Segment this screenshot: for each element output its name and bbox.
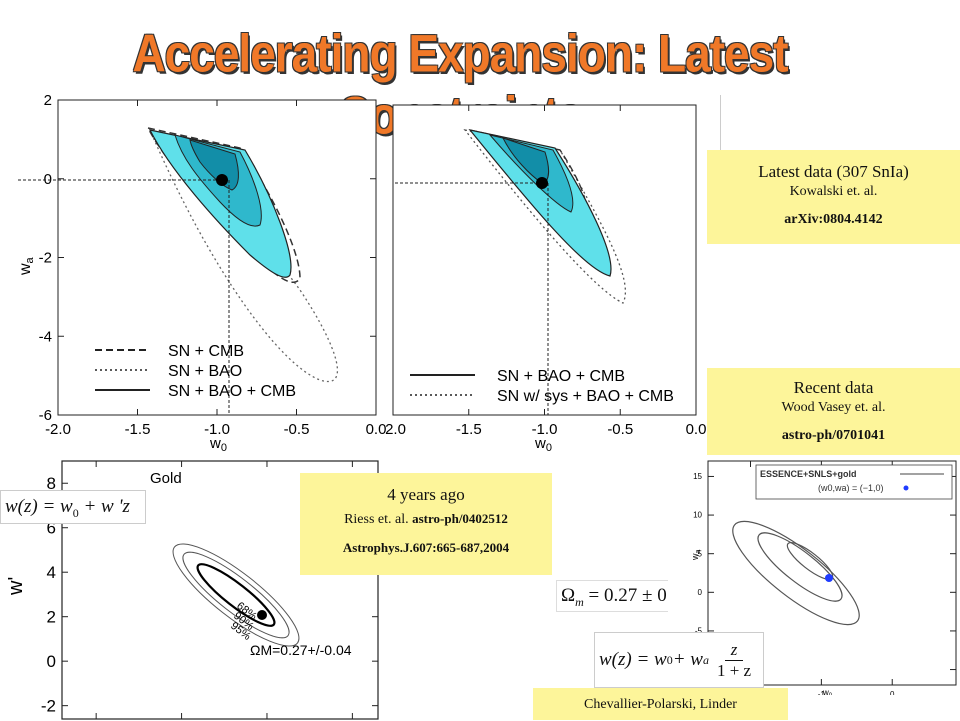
latest-data-authors: Kowalski et. al.: [789, 184, 878, 199]
plot-top-left: -2.0 -1.5 -1.0 -0.5 0.0 2 0 -2 -4 -6 SN + CMB SN …: [17, 92, 387, 454]
x-tick-label: 0: [890, 690, 895, 695]
cpl-sub0: 0: [666, 652, 673, 667]
y-tick-label: 0: [698, 588, 703, 597]
omega-annotation: ΩM=0.27+/-0.04: [250, 642, 352, 658]
contour-mid: [757, 532, 843, 602]
y-axis-label: wa: [690, 550, 702, 562]
legend-item: SN + BAO: [168, 363, 242, 380]
x-tick-label: -1.5: [456, 421, 482, 438]
cpl-fraction: z 1 + z: [713, 640, 755, 681]
omega-value: = 0.27 ± 0.03: [583, 585, 691, 606]
divider: [720, 95, 721, 155]
legend-item: (w0,wa) = (−1,0): [818, 483, 884, 493]
legend-item: SN + BAO + CMB: [168, 383, 296, 400]
y-tick-label: 5: [698, 549, 703, 558]
y-tick-label: -5: [695, 627, 703, 636]
legend: SN + BAO + CMB SN w/ sys + BAO + CMB: [410, 368, 674, 405]
y-tick-label: -2: [39, 250, 52, 267]
cpl-mid: + w: [672, 649, 703, 670]
y-tick-label: 2: [44, 92, 52, 109]
x-tick-label: -1.0: [532, 421, 558, 438]
x-tick-label: -1.0: [204, 421, 230, 438]
best-fit-point: [216, 174, 228, 186]
contour-outer-dotted: [463, 128, 627, 304]
x-tick-label: -0.5: [284, 421, 310, 438]
omega-symbol: Ω: [561, 585, 576, 606]
x-tick-label: -2.0: [385, 421, 406, 438]
contour-95: [148, 129, 292, 278]
legend-item: SN + BAO + CMB: [497, 368, 625, 385]
y-tick-label: 6: [47, 518, 56, 537]
formula-linear-rhs: + w 'z: [78, 496, 130, 517]
four-years-authors: Riess et. al. astro-ph/0402512: [300, 511, 552, 528]
contour-outer: [732, 520, 860, 626]
contour-90: [182, 551, 290, 639]
best-fit-point: [257, 610, 267, 620]
x-tick-label: -2.0: [45, 421, 71, 438]
latest-data-heading: Latest data (307 SnIa): [758, 162, 909, 181]
y-tick-label: 0: [44, 171, 52, 188]
contour-95: [468, 129, 612, 277]
omega-sub: m: [575, 594, 584, 609]
four-years-authors-name: Riess et. al.: [344, 512, 413, 527]
latest-data-arxiv: arXiv:0804.4142: [784, 212, 883, 227]
gold-label: Gold: [150, 470, 182, 487]
best-fit-point: [825, 574, 833, 582]
recent-data-authors: Wood Vasey et. al.: [781, 400, 886, 415]
credit-box: Chevallier-Polarski, Linder: [533, 688, 788, 720]
legend-item: SN w/ sys + BAO + CMB: [497, 388, 674, 405]
x-tick-label: -0.5: [607, 421, 633, 438]
formula-linear-sub: 0: [72, 505, 79, 520]
recent-data-box: Recent data Wood Vasey et. al. astro-ph/…: [707, 368, 960, 462]
best-fit-point: [536, 177, 548, 189]
y-tick-label: -2: [41, 696, 56, 715]
y-tick-label: 8: [47, 474, 56, 493]
formula-linear: w(z) = w0 + w 'z: [0, 490, 146, 524]
cpl-suba: a: [702, 652, 709, 667]
x-tick-label: -1: [818, 690, 826, 695]
legend-item: SN + CMB: [168, 343, 244, 360]
y-tick-label: 4: [47, 563, 56, 582]
y-tick-label: -6: [39, 407, 52, 424]
x-tick-label: 0.0: [686, 421, 707, 438]
four-years-box: 4 years ago Riess et. al. astro-ph/04025…: [300, 473, 552, 575]
legend: [755, 464, 953, 500]
x-tick-label: 0.0: [366, 421, 387, 438]
four-years-arxiv: astro-ph/0402512: [412, 511, 508, 526]
y-tick-label: 10: [693, 511, 702, 520]
y-axis-label: wa: [17, 256, 36, 276]
credit-text: Chevallier-Polarski, Linder: [584, 697, 737, 712]
y-tick-label: 2: [47, 607, 56, 626]
x-tick-label: -1.5: [125, 421, 151, 438]
recent-data-heading: Recent data: [793, 378, 874, 397]
plot-top-right: -2.0 -1.5 -1.0 -0.5 0.0 SN + BAO + CMB SN w/…: [385, 104, 707, 454]
latest-data-box: Latest data (307 SnIa) Kowalski et. al. …: [707, 150, 960, 244]
legend-item: ESSENCE+SNLS+gold: [760, 469, 857, 479]
legend: SN + CMB SN + BAO SN + BAO + CMB: [95, 343, 296, 400]
y-tick-label: 15: [693, 472, 702, 481]
recent-data-arxiv: astro-ph/0701041: [781, 428, 886, 443]
y-tick-label: -4: [39, 328, 52, 345]
cpl-num: z: [724, 640, 744, 661]
y-tick-label: 0: [47, 652, 56, 671]
cpl-lhs: w(z) = w: [599, 649, 667, 670]
four-years-heading: 4 years ago: [387, 485, 465, 504]
formula-linear-lhs: w(z) = w: [5, 496, 73, 517]
cpl-den: 1 + z: [716, 660, 752, 680]
x-axis-label: w0: [822, 688, 833, 695]
y-axis-label: w': [5, 577, 27, 596]
contour-95: [172, 543, 300, 647]
four-years-journal: Astrophys.J.607:665-687,2004: [342, 540, 510, 555]
contour-68: [196, 563, 276, 627]
